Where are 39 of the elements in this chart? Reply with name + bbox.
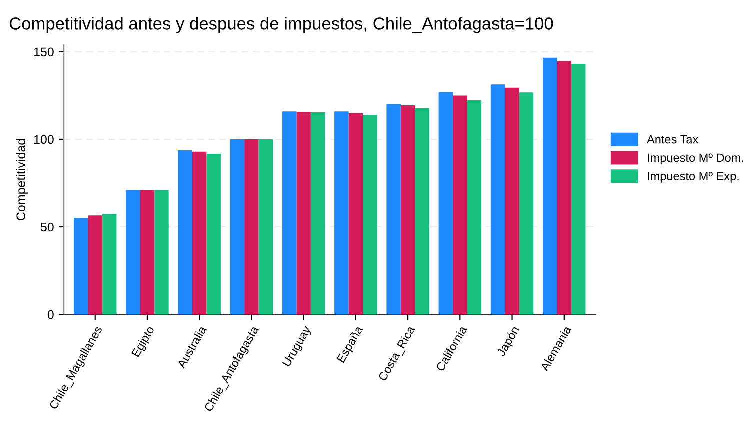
bar	[74, 218, 88, 315]
bar	[296, 112, 311, 315]
bar	[310, 112, 326, 315]
bar	[154, 190, 169, 315]
bar	[505, 88, 520, 315]
bar	[557, 61, 572, 315]
bar	[386, 104, 401, 315]
bar	[282, 112, 297, 315]
bar	[192, 152, 207, 315]
bar	[334, 112, 349, 315]
bar	[88, 216, 102, 315]
bar	[400, 106, 416, 315]
bar	[543, 58, 558, 315]
bar	[519, 92, 534, 315]
bar	[258, 139, 274, 315]
bar	[206, 154, 221, 315]
legend-label: Impuesto Mº Exp.	[648, 172, 739, 183]
legend-label: Impuesto Mº Dom.	[648, 154, 744, 164]
bar	[178, 150, 192, 315]
bar	[102, 214, 117, 315]
chart-title: Competitividad antes y despues de impuestos, Chile_Antofagasta=100	[10, 17, 554, 34]
bar	[467, 100, 482, 315]
bar	[230, 139, 245, 315]
bar	[348, 113, 364, 315]
y-axis-title: Competitividad	[16, 139, 28, 220]
bar	[415, 108, 430, 315]
y-tick-label: 0	[48, 310, 54, 320]
legend-label: Antes Tax	[647, 135, 699, 144]
y-tick-label: 150	[34, 48, 54, 57]
bar	[244, 139, 259, 315]
bar	[490, 84, 506, 315]
bar	[438, 92, 454, 315]
bar	[453, 96, 468, 315]
bar	[140, 190, 155, 315]
y-tick-label: 100	[34, 135, 54, 144]
y-tick-label: 50	[40, 222, 54, 232]
bar	[572, 64, 586, 315]
bar	[363, 115, 378, 315]
bar	[126, 190, 140, 315]
